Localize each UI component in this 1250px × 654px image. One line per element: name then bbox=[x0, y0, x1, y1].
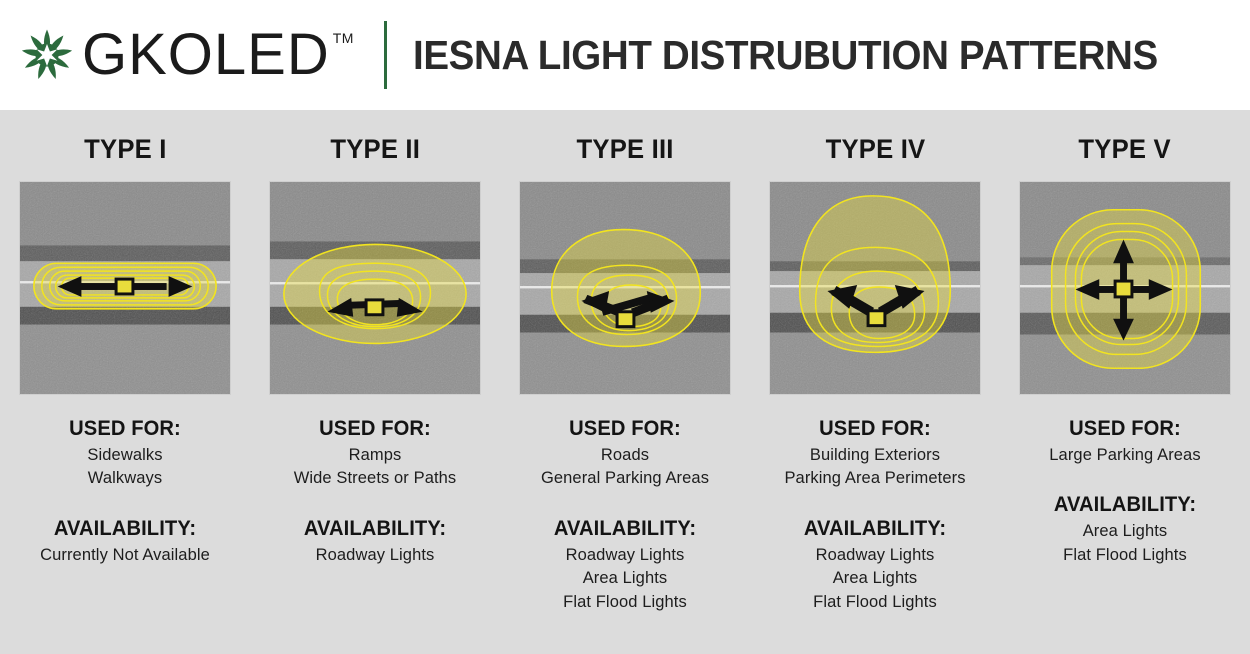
used-for-label: USED FOR: bbox=[69, 417, 181, 440]
column-title: TYPE IV bbox=[825, 134, 925, 164]
used-for-item: Roads bbox=[600, 446, 650, 464]
trademark-symbol: TM bbox=[332, 30, 354, 46]
brand-logo[interactable]: GKOLED TM bbox=[18, 26, 354, 84]
availability-list-3: Roadway Lights Area Lights Flat Flood Li… bbox=[500, 544, 750, 614]
flower-icon bbox=[18, 26, 76, 84]
used-for-item: General Parking Areas bbox=[540, 469, 710, 488]
used-for-item: Building Exteriors bbox=[809, 446, 941, 464]
availability-list-4: Roadway Lights Area Lights Flat Flood Li… bbox=[750, 544, 1000, 614]
brand-wordmark: GKOLED bbox=[82, 22, 330, 87]
page-title: IESNA LIGHT DISTRUBUTION PATTERNS bbox=[412, 31, 1158, 78]
used-for-label: USED FOR: bbox=[1069, 417, 1181, 440]
used-for-item: Large Parking Areas bbox=[1049, 446, 1201, 464]
used-for-list-4: Building Exteriors Parking Area Perimete… bbox=[750, 444, 1000, 491]
used-for-label: USED FOR: bbox=[319, 417, 431, 440]
caption-2: USED FOR: Ramps Wide Streets or Paths AV… bbox=[250, 395, 500, 567]
types-grid: TYPE I bbox=[0, 110, 1250, 654]
availability-item: Flat Flood Lights bbox=[1063, 545, 1187, 564]
used-for-list-3: Roads General Parking Areas bbox=[500, 444, 750, 491]
column-title: TYPE II bbox=[330, 134, 420, 164]
availability-item: Currently Not Available bbox=[40, 545, 210, 564]
availability-label: AVAILABILITY: bbox=[803, 516, 947, 540]
availability-item: Flat Flood Lights bbox=[563, 592, 687, 611]
column-title: TYPE III bbox=[576, 134, 674, 164]
used-for-item: Ramps bbox=[348, 446, 402, 464]
used-for-list-2: Ramps Wide Streets or Paths bbox=[250, 444, 500, 491]
availability-item: Area Lights bbox=[832, 569, 918, 588]
availability-item: Area Lights bbox=[1082, 522, 1168, 541]
type-column-1: TYPE I bbox=[0, 134, 250, 654]
availability-label: AVAILABILITY: bbox=[53, 516, 197, 540]
used-for-item: Wide Streets or Paths bbox=[293, 469, 457, 488]
availability-label: AVAILABILITY: bbox=[1053, 493, 1197, 517]
used-for-list-1: Sidewalks Walkways bbox=[0, 444, 250, 491]
used-for-item: Walkways bbox=[87, 469, 163, 488]
availability-label: AVAILABILITY: bbox=[553, 516, 697, 540]
availability-item: Flat Flood Lights bbox=[813, 592, 937, 611]
distribution-pattern-image-3 bbox=[519, 181, 731, 395]
caption-1: USED FOR: Sidewalks Walkways AVAILABILIT… bbox=[0, 395, 250, 567]
distribution-pattern-image-1 bbox=[19, 181, 231, 395]
distribution-pattern-image-5 bbox=[1019, 181, 1231, 395]
availability-item: Roadway Lights bbox=[815, 545, 935, 564]
type-column-3: TYPE III bbox=[500, 134, 750, 654]
used-for-list-5: Large Parking Areas bbox=[1000, 444, 1250, 467]
page-header: GKOLED TM IESNA LIGHT DISTRUBUTION PATTE… bbox=[0, 0, 1250, 110]
availability-item: Roadway Lights bbox=[315, 545, 435, 564]
used-for-label: USED FOR: bbox=[569, 417, 681, 440]
caption-3: USED FOR: Roads General Parking Areas AV… bbox=[500, 395, 750, 614]
used-for-label: USED FOR: bbox=[819, 417, 931, 440]
distribution-pattern-image-2 bbox=[269, 181, 481, 395]
availability-list-1: Currently Not Available bbox=[0, 544, 250, 567]
availability-item: Roadway Lights bbox=[565, 545, 685, 564]
used-for-item: Parking Area Perimeters bbox=[784, 469, 966, 488]
distribution-pattern-image-4 bbox=[769, 181, 981, 395]
caption-4: USED FOR: Building Exteriors Parking Are… bbox=[750, 395, 1000, 614]
column-title: TYPE V bbox=[1078, 134, 1172, 164]
type-column-2: TYPE II bbox=[250, 134, 500, 654]
column-title: TYPE I bbox=[83, 134, 167, 164]
type-column-5: TYPE V bbox=[1000, 134, 1250, 654]
availability-label: AVAILABILITY: bbox=[303, 516, 447, 540]
availability-list-5: Area Lights Flat Flood Lights bbox=[1000, 520, 1250, 567]
header-divider bbox=[383, 21, 387, 89]
used-for-item: Sidewalks bbox=[87, 446, 163, 464]
availability-list-2: Roadway Lights bbox=[250, 544, 500, 567]
caption-5: USED FOR: Large Parking Areas AVAILABILI… bbox=[1000, 395, 1250, 567]
availability-item: Area Lights bbox=[582, 569, 668, 588]
type-column-4: TYPE IV bbox=[750, 134, 1000, 654]
